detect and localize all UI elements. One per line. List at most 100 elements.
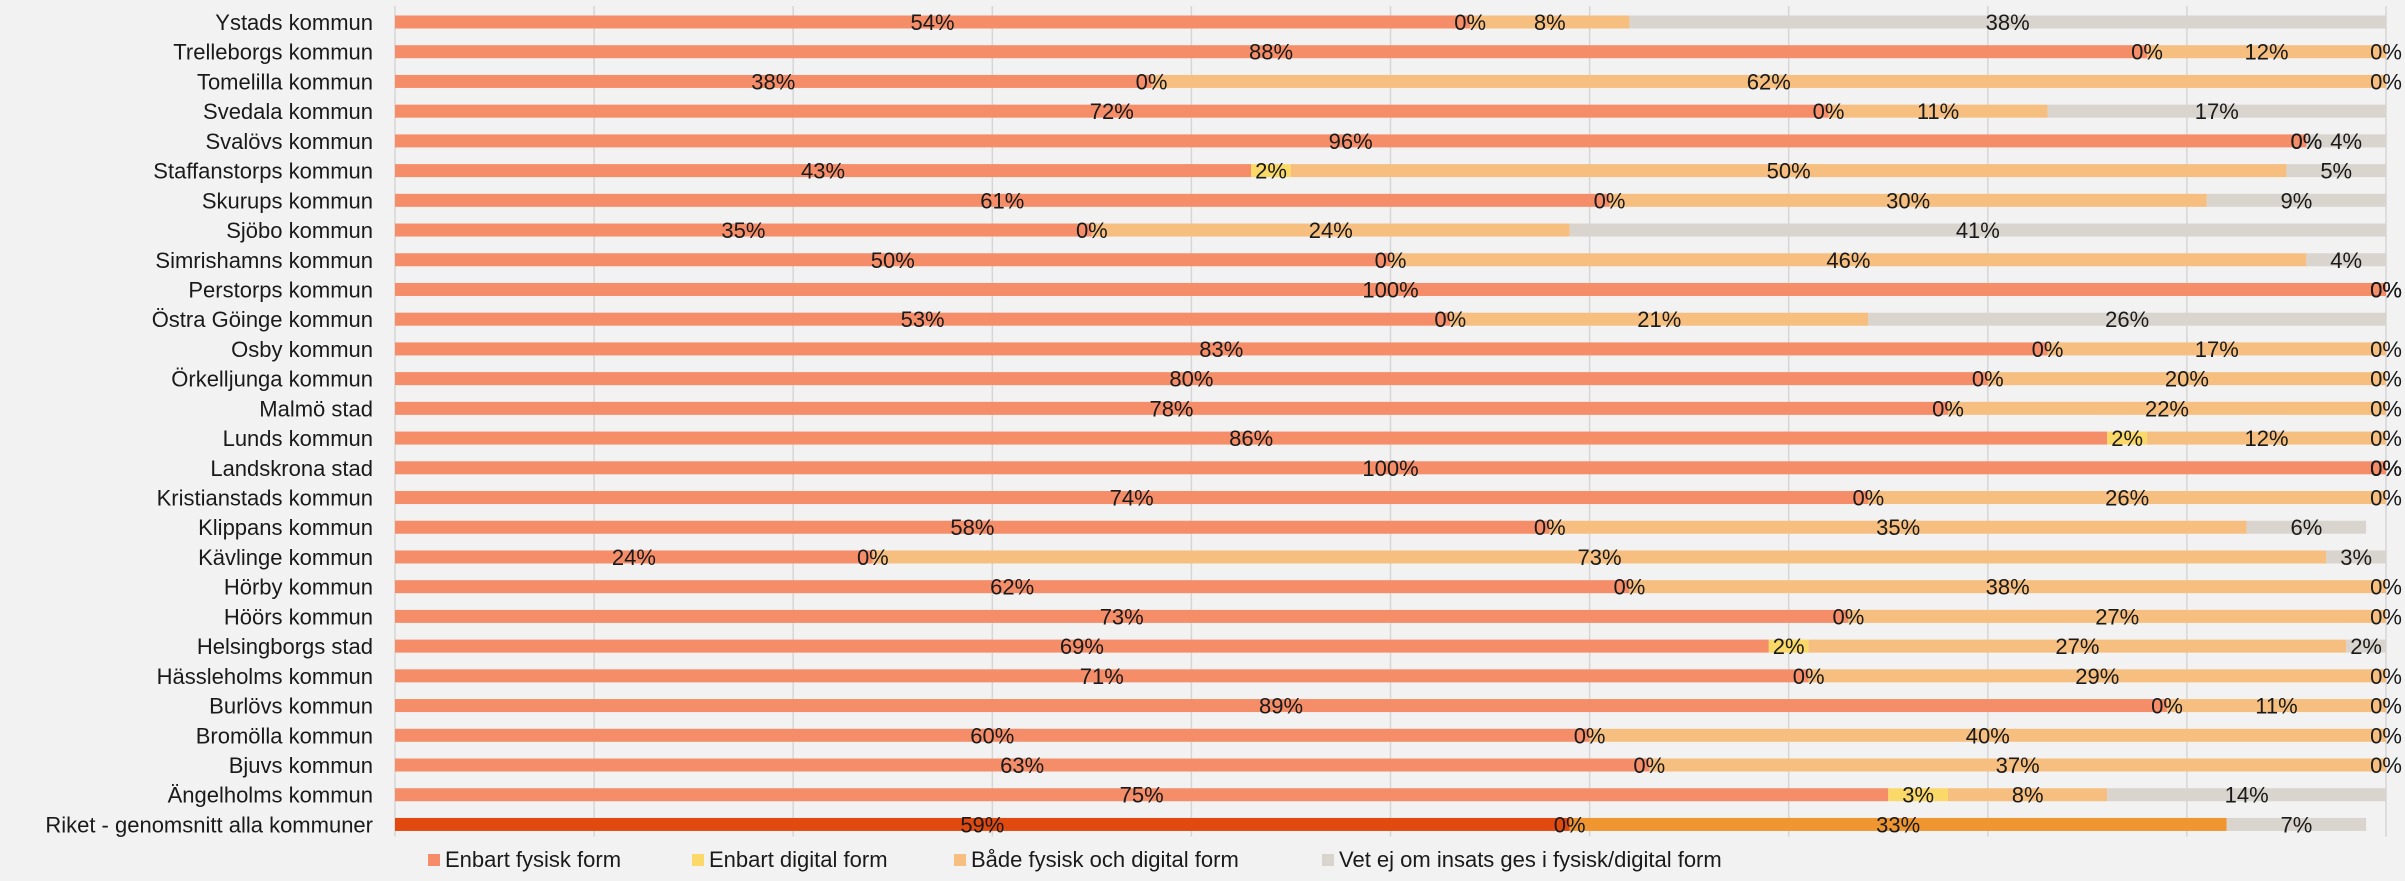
bar-segment-både-fysisk-och-digital-form	[1848, 609, 2386, 623]
data-label: 0%	[2370, 277, 2402, 302]
data-label: 38%	[751, 69, 795, 94]
bar-segment-både-fysisk-och-digital-form	[1609, 193, 2207, 207]
data-label: 11%	[2255, 694, 2297, 719]
category-label: Lunds kommun	[223, 426, 373, 451]
data-label: 0%	[2370, 486, 2402, 511]
legend-label: Både fysisk och digital form	[971, 847, 1239, 872]
data-label: 2%	[1773, 634, 1805, 659]
data-label: 11%	[1917, 99, 1959, 124]
data-label: 27%	[2095, 604, 2139, 629]
bar-segment-enbart-fysisk-form	[395, 758, 1650, 772]
category-label: Svedala kommun	[203, 99, 373, 124]
category-label: Bjuvs kommun	[229, 753, 373, 778]
data-label: 89%	[1259, 694, 1303, 719]
bar-segment-enbart-fysisk-form	[395, 699, 2167, 713]
data-label: 0%	[1594, 188, 1626, 213]
bar-segment-både-fysisk-och-digital-form	[1470, 15, 1630, 29]
bar-segment-enbart-fysisk-form	[395, 817, 1570, 831]
bar-segment-både-fysisk-och-digital-form	[1868, 491, 2386, 505]
bar-segment-både-fysisk-och-digital-form	[872, 550, 2327, 564]
data-label: 17%	[2195, 337, 2239, 362]
data-label: 75%	[1120, 783, 1164, 808]
bar-segment-enbart-digital-form	[1768, 639, 1809, 653]
data-label: 0%	[2370, 396, 2402, 421]
data-label: 0%	[1574, 723, 1606, 748]
data-label: 8%	[2012, 783, 2044, 808]
data-label: 0%	[2290, 129, 2322, 154]
data-label: 0%	[2131, 40, 2163, 65]
data-label: 0%	[2370, 69, 2402, 94]
bar-segment-vet-ej-om-insats-ges-i-fysisk-digital-form	[2107, 788, 2386, 802]
data-label: 88%	[1249, 40, 1293, 65]
bar-segment-enbart-fysisk-form	[395, 609, 1849, 623]
data-label: 0%	[1136, 69, 1168, 94]
bar-segment-vet-ej-om-insats-ges-i-fysisk-digital-form	[2206, 193, 2386, 207]
data-label: 74%	[1110, 486, 1154, 511]
data-label: 46%	[1826, 248, 1870, 273]
data-label: 0%	[2370, 694, 2402, 719]
category-label: Sjöbo kommun	[226, 218, 373, 243]
data-label: 40%	[1966, 723, 2010, 748]
bar-segment-enbart-fysisk-form	[395, 728, 1590, 742]
bar-segment-enbart-fysisk-form	[395, 580, 1630, 594]
data-label: 0%	[1554, 812, 1586, 837]
data-label: 0%	[2370, 337, 2402, 362]
category-label: Svalövs kommun	[205, 129, 373, 154]
bar-segment-enbart-fysisk-form	[395, 431, 2108, 445]
bar-segment-enbart-digital-form	[1888, 788, 1948, 802]
data-label: 100%	[1362, 277, 1418, 302]
data-label: 0%	[2370, 367, 2402, 392]
bar-segment-enbart-fysisk-form	[395, 550, 873, 564]
data-label: 58%	[950, 515, 994, 540]
bar-segment-enbart-fysisk-form	[395, 342, 2048, 356]
data-label: 20%	[2165, 367, 2209, 392]
data-label: 78%	[1149, 396, 1193, 421]
bar-segment-både-fysisk-och-digital-form	[1808, 669, 2386, 683]
category-label: Östra Göinge kommun	[152, 307, 373, 332]
bar-segment-enbart-fysisk-form	[395, 788, 1889, 802]
data-label: 43%	[801, 159, 845, 184]
bar-segment-både-fysisk-och-digital-form	[1808, 639, 2347, 653]
legend-swatch	[954, 854, 966, 866]
bar-segment-enbart-fysisk-form	[395, 193, 1610, 207]
bar-segment-vet-ej-om-insats-ges-i-fysisk-digital-form	[2226, 817, 2367, 831]
data-label: 72%	[1090, 99, 1134, 124]
bar-segment-vet-ej-om-insats-ges-i-fysisk-digital-form	[2306, 134, 2386, 148]
bar-segment-vet-ej-om-insats-ges-i-fysisk-digital-form	[2047, 104, 2386, 118]
category-label: Skurups kommun	[202, 188, 373, 213]
data-label: 0%	[2370, 277, 2402, 302]
data-label: 14%	[2225, 783, 2269, 808]
category-label: Osby kommun	[231, 337, 373, 362]
data-label: 80%	[1169, 367, 1213, 392]
bar-segment-enbart-digital-form	[2107, 431, 2148, 445]
data-label: 53%	[901, 307, 945, 332]
data-label: 50%	[1767, 159, 1811, 184]
bar-segment-både-fysisk-och-digital-form	[1828, 104, 2048, 118]
bar-segment-både-fysisk-och-digital-form	[1151, 74, 2386, 88]
data-label: 3%	[2340, 545, 2372, 570]
data-label: 22%	[2145, 396, 2189, 421]
data-label: 0%	[1813, 99, 1845, 124]
data-label: 0%	[2290, 129, 2322, 154]
data-label: 96%	[1329, 129, 1373, 154]
bar-segment-enbart-fysisk-form	[395, 520, 1550, 534]
data-label: 0%	[2370, 456, 2402, 481]
category-label: Hörby kommun	[224, 575, 373, 600]
data-label: 0%	[2370, 456, 2402, 481]
legend-item-vet-ej-om-insats-ges-i-fysisk-digital-form: Vet ej om insats ges i fysisk/digital fo…	[1322, 847, 1722, 872]
legend-swatch	[1322, 854, 1334, 866]
data-label: 73%	[1578, 545, 1622, 570]
bar-segment-enbart-fysisk-form	[395, 74, 1152, 88]
data-label: 0%	[2370, 664, 2402, 689]
bar-segment-både-fysisk-och-digital-form	[1290, 164, 2287, 178]
category-label: Tomelilla kommun	[197, 69, 373, 94]
bar-segment-enbart-fysisk-form	[395, 45, 2148, 59]
data-label: 7%	[2281, 812, 2313, 837]
data-label: 24%	[1309, 218, 1353, 243]
category-label: Kristianstads kommun	[157, 486, 373, 511]
category-label: Hässleholms kommun	[157, 664, 373, 689]
data-label: 0%	[1454, 10, 1486, 35]
data-label: 38%	[1986, 575, 2030, 600]
data-label: 50%	[871, 248, 915, 273]
